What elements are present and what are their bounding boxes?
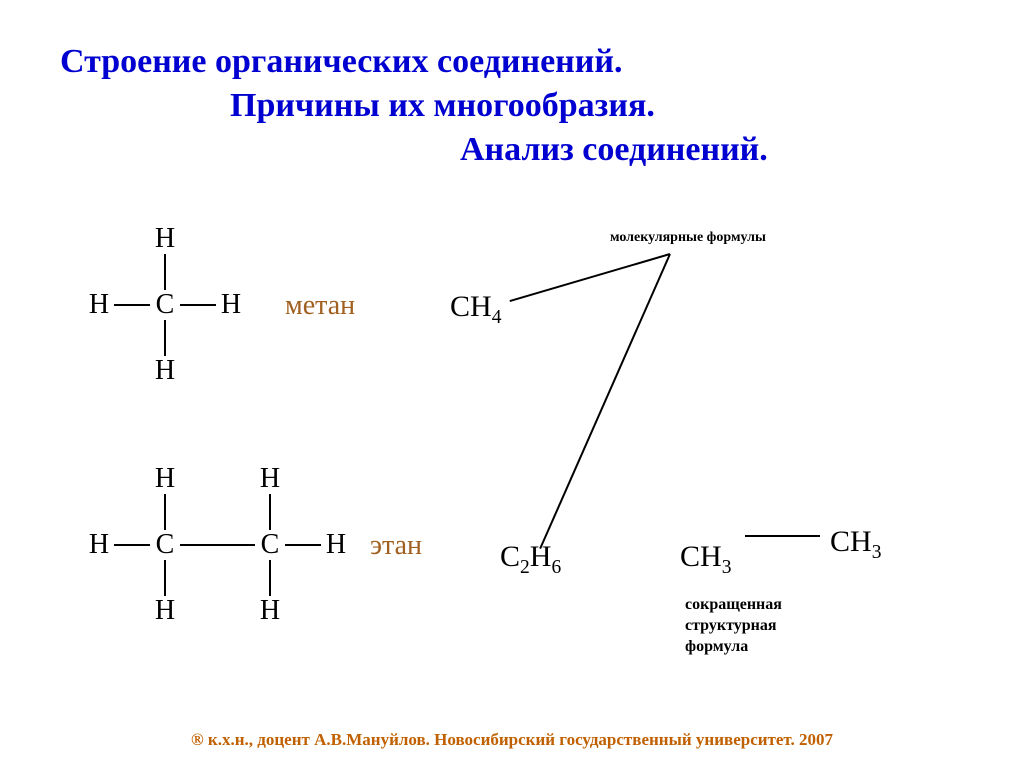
ethane-short-sub2: 3 — [872, 542, 882, 563]
ethane-short-ch1: CH — [680, 540, 722, 573]
title-line-2: Причины их многообразия. — [60, 84, 964, 128]
atom-C: C — [255, 529, 285, 561]
atom-H: H — [255, 463, 285, 495]
ethane-formula-sub1: 2 — [520, 557, 530, 578]
title-block: Строение органических соединений. Причин… — [60, 40, 964, 173]
methane-molecular-formula: CH4 — [450, 290, 501, 329]
bond — [164, 320, 166, 356]
atom-H: H — [150, 595, 180, 627]
bond — [114, 544, 150, 546]
ethane-formula-c: C — [500, 540, 520, 573]
atom-H: H — [321, 529, 351, 561]
atom-H: H — [216, 289, 246, 321]
bond — [114, 304, 150, 306]
ethane-molecular-formula: C2H6 — [500, 540, 561, 579]
atom-H: H — [150, 463, 180, 495]
atom-C: C — [150, 289, 180, 321]
atom-H: H — [255, 595, 285, 627]
atom-H: H — [84, 529, 114, 561]
ethane-formula-sub2: 6 — [551, 557, 561, 578]
methane-formula-base: CH — [450, 290, 492, 323]
abbrev-structural-label: сокращеннаяструктурнаяформула — [685, 595, 782, 657]
ethane-name: этан — [370, 530, 422, 562]
bond — [164, 560, 166, 596]
connector-to-ethane — [539, 254, 671, 550]
atom-H: H — [84, 289, 114, 321]
molecular-formulas-label: молекулярные формулы — [610, 230, 766, 246]
ethane-short-bond — [745, 535, 820, 537]
bond — [269, 560, 271, 596]
methane-formula-sub: 4 — [492, 307, 502, 328]
title-line-1: Строение органических соединений. — [60, 40, 964, 84]
bond — [285, 544, 321, 546]
atom-H: H — [150, 355, 180, 387]
ethane-short-part2: CH3 — [830, 525, 881, 564]
ethane-short-part1: CH3 — [680, 540, 731, 579]
bond — [180, 304, 216, 306]
footer-credit: ® к.х.н., доцент А.В.Мануйлов. Новосибир… — [0, 730, 1024, 750]
bond — [269, 494, 271, 530]
atom-H: H — [150, 223, 180, 255]
atom-C: C — [150, 529, 180, 561]
title-line-3: Анализ соединений. — [60, 128, 964, 172]
bond — [180, 544, 255, 546]
bond — [164, 494, 166, 530]
ethane-short-sub1: 3 — [722, 557, 732, 578]
ethane-short-ch2: CH — [830, 525, 872, 558]
connector-to-methane — [510, 253, 671, 302]
bond — [164, 254, 166, 290]
methane-name: метан — [285, 290, 355, 322]
